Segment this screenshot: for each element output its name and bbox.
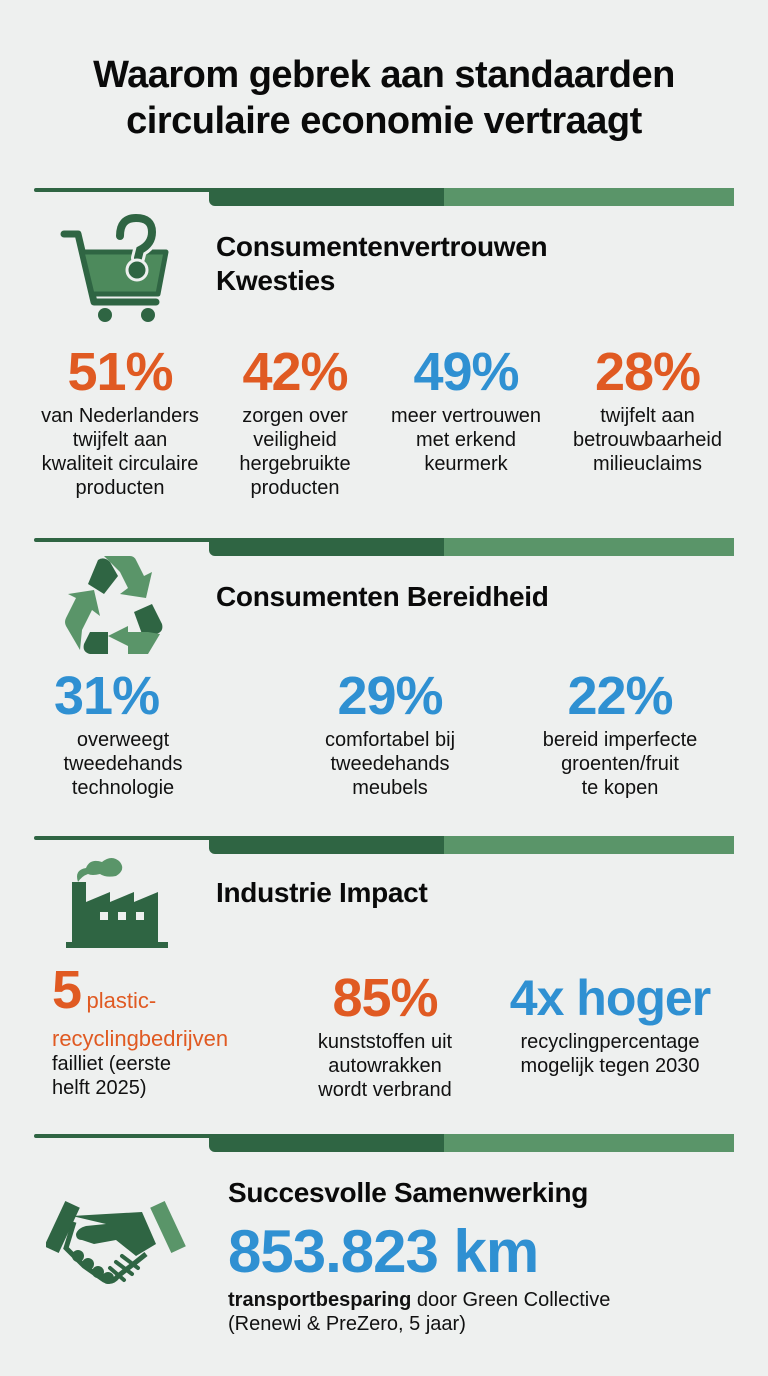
handshake-icon: [46, 1200, 186, 1284]
stat-description: meer vertrouwen met erkend keurmerk: [390, 405, 542, 475]
stat-card: 28% twijfelt aan betrouwbaarheid milieucla…: [560, 342, 735, 476]
stat-card: 49% meer vertrouwen met erkend keurmerk: [380, 342, 552, 476]
stat-description: overweegt tweedehands technologie: [63, 729, 183, 799]
stat-value-suffix: plastic-: [86, 988, 157, 1013]
stat-value: 5: [52, 960, 83, 1020]
transport-savings-value: 853.823 km: [228, 1218, 539, 1285]
factory-icon: [66, 858, 168, 948]
stat-card: 85% kunststoffen uit autowrakken wordt ver…: [290, 968, 480, 1102]
stat-card: 22% bereid imperfecte groenten/fruit te ko…: [520, 666, 720, 800]
section-divider: [34, 836, 734, 854]
section-title-consumer-willingness: Consumenten Bereidheid: [216, 581, 549, 612]
transport-savings-description: transportbesparing door Green Collective…: [228, 1289, 611, 1335]
stat-description: failliet (eerste helft 2025): [52, 1053, 171, 1099]
shopping-cart-question-icon: [60, 212, 169, 322]
stat-card: 5 plastic- recyclingbedrijven failliet (…: [52, 963, 272, 1100]
section-title-consumer-trust: Consumentenvertrouwen Kwesties: [216, 231, 548, 296]
stat-value: 4x hoger: [509, 970, 711, 1026]
stat-description: kunststoffen uit autowrakken wordt verbran…: [317, 1031, 453, 1101]
page-title-line1: Waarom gebrek aan standaarden: [93, 54, 675, 96]
stat-card: 29% comfortabel bij tweedehands meubels: [290, 666, 490, 800]
stat-value: 28%: [594, 342, 701, 402]
section-divider: [34, 1134, 734, 1152]
stat-card: 51% van Nederlanders twijfelt aan kwalitei…: [30, 342, 210, 500]
section-title-successful-collaboration: Succesvolle Samenwerking: [228, 1177, 589, 1208]
stat-description: twijfelt aan betrouwbaarheid milieuclaims: [573, 405, 722, 475]
stat-value: 42%: [242, 342, 348, 402]
stat-value: 49%: [413, 342, 519, 402]
stat-card: 31% overweegt tweedehands technologie: [28, 666, 218, 800]
stat-description: zorgen over veiligheid hergebruikte product…: [239, 405, 351, 499]
stat-value: 85%: [332, 968, 438, 1028]
stat-card: 42% zorgen over veiligheid hergebruikte pro…: [210, 342, 380, 500]
stat-value: 51%: [67, 342, 173, 402]
stat-description: bereid imperfecte groenten/fruit te kopen: [542, 729, 698, 799]
stat-value: 22%: [567, 666, 673, 726]
recycle-icon: [65, 556, 163, 654]
section-divider: [34, 538, 734, 556]
page-title: Waarom gebrek aan standaarden circulaire…: [0, 52, 768, 144]
stat-value: 31%: [54, 666, 160, 726]
stat-value: 29%: [337, 666, 443, 726]
section-title-industry-impact: Industrie Impact: [216, 877, 428, 908]
page-title-line2: circulaire economie vertraagt: [126, 100, 642, 142]
stat-description: van Nederlanders twijfelt aan kwaliteit ci…: [41, 405, 199, 499]
stat-description: comfortabel bij tweedehands meubels: [324, 729, 456, 799]
stat-description: recyclingpercentage mogelijk tegen 2030: [520, 1031, 700, 1077]
section-divider: [34, 188, 734, 206]
stat-value-suffix: recyclingbedrijven: [52, 1026, 229, 1051]
stat-card: 4x hoger recyclingpercentage mogelijk teg…: [500, 968, 720, 1078]
